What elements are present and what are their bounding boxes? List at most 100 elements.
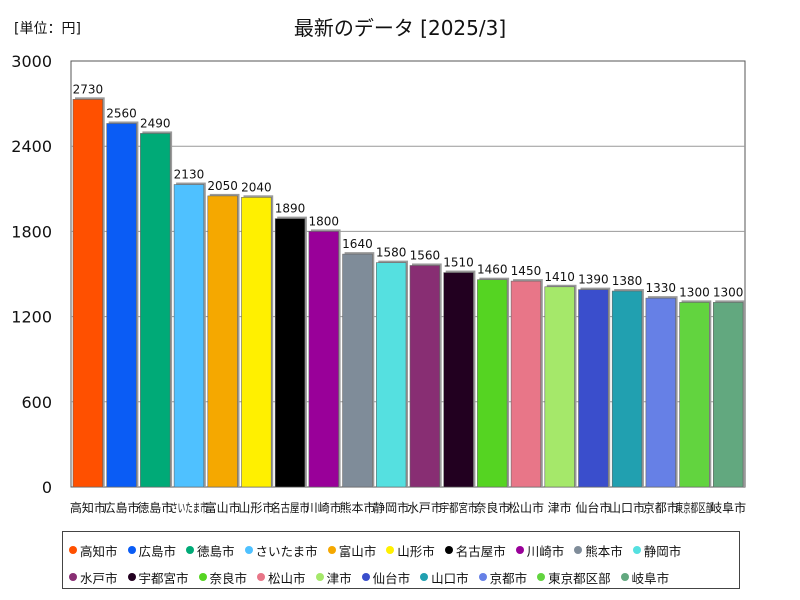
- x-tick-label: 仙台市: [575, 500, 611, 515]
- legend-item: 津市: [315, 566, 352, 588]
- data-label: 1560: [410, 248, 441, 262]
- x-tick-label: 静岡市: [373, 500, 409, 515]
- legend-swatch: [444, 546, 453, 554]
- legend-label: 徳島市: [197, 543, 235, 559]
- y-tick-label: 1200: [11, 308, 52, 327]
- legend-label: 山口市: [431, 570, 469, 586]
- bar: [544, 286, 575, 488]
- legend-swatch: [127, 573, 136, 581]
- x-tick-label: 山口市: [609, 500, 645, 515]
- legend-item: 川崎市: [515, 539, 565, 561]
- legend-label: 名古屋市: [455, 543, 506, 559]
- legend-item: 富山市: [327, 539, 377, 561]
- bar: [207, 195, 238, 488]
- legend-item: 徳島市: [186, 539, 235, 561]
- legend-label: 仙台市: [372, 570, 411, 586]
- data-label: 2490: [140, 116, 171, 130]
- legend-item: 広島市: [127, 539, 176, 561]
- legend-item: 仙台市: [361, 566, 411, 588]
- x-tick-label: 岐阜市: [710, 500, 746, 515]
- x-tick-label: 京都市: [643, 500, 679, 515]
- x-tick-label: 徳島市: [137, 500, 173, 515]
- legend-swatch: [537, 573, 546, 581]
- legend-item: 名古屋市: [444, 539, 506, 561]
- legend-item: 山口市: [420, 566, 469, 588]
- bar: [645, 297, 676, 488]
- data-label: 2560: [106, 106, 137, 120]
- x-tick-label: 宇都宮市: [440, 500, 478, 515]
- legend-item: 奈良市: [198, 566, 248, 588]
- legend-swatch: [386, 546, 395, 554]
- data-label: 1300: [679, 285, 710, 299]
- bar: [679, 302, 710, 488]
- legend-swatch: [361, 573, 370, 581]
- unit-label: [単位：円]: [14, 21, 81, 37]
- legend-swatch: [420, 573, 429, 581]
- bar: [510, 280, 542, 488]
- legend-item: 水戸市: [69, 566, 118, 588]
- legend-swatch: [315, 573, 324, 581]
- legend-swatch: [327, 546, 336, 554]
- bar: [106, 123, 137, 488]
- x-tick-label: 名古屋市: [271, 500, 309, 515]
- data-label: 1450: [511, 264, 542, 278]
- x-tick-label: 広島市: [104, 500, 140, 515]
- legend-label: 富山市: [338, 543, 377, 559]
- legend-swatch: [632, 546, 641, 554]
- bar: [409, 265, 441, 488]
- bar: [342, 253, 373, 488]
- bar: [140, 133, 171, 488]
- legend-label: 東京都区部: [548, 570, 611, 586]
- legend-label: 水戸市: [80, 570, 118, 586]
- data-label: 2130: [174, 168, 205, 182]
- legend-item: 山形市: [386, 539, 435, 561]
- legend-swatch: [198, 573, 207, 581]
- legend-item: 岐阜市: [620, 566, 669, 588]
- legend-item: さいたま市: [244, 539, 318, 561]
- data-label: 1390: [578, 273, 609, 287]
- legend-item: 高知市: [69, 539, 118, 561]
- legend-label: 松山市: [268, 570, 306, 586]
- x-tick-label: 東京都区部: [676, 500, 714, 515]
- bar: [375, 262, 407, 488]
- x-tick-label: 松山市: [508, 500, 544, 515]
- bar: [477, 279, 508, 488]
- x-tick-label: 水戸市: [407, 500, 443, 515]
- data-label: 1330: [645, 281, 676, 295]
- legend-label: 奈良市: [209, 570, 248, 586]
- y-tick-label: 3000: [11, 52, 52, 71]
- legend-swatch: [515, 546, 524, 554]
- data-label: 1410: [544, 270, 575, 284]
- legend-swatch: [186, 546, 195, 554]
- legend-label: 京都市: [489, 570, 528, 586]
- chart-title: 最新のデータ [2025/3]: [293, 16, 507, 40]
- x-tick-label: 山形市: [238, 500, 274, 515]
- legend-swatch: [257, 573, 266, 581]
- legend-swatch: [574, 546, 583, 554]
- data-label: 1580: [376, 246, 407, 260]
- legend-item: 熊本市: [574, 539, 623, 561]
- legend-label: 川崎市: [526, 543, 565, 559]
- y-tick-label: 0: [42, 478, 52, 497]
- y-tick-label: 2400: [11, 137, 52, 156]
- data-label: 1460: [477, 263, 508, 277]
- legend-label: 山形市: [397, 543, 435, 559]
- data-label: 2730: [73, 82, 104, 96]
- legend-swatch: [620, 573, 629, 581]
- data-label: 1510: [443, 256, 474, 270]
- legend-label: 津市: [326, 570, 352, 586]
- bar: [274, 218, 306, 488]
- legend-label: 熊本市: [585, 543, 623, 559]
- legend-label: 高知市: [80, 543, 118, 559]
- legend-item: 静岡市: [632, 539, 681, 561]
- legend-item: 松山市: [257, 566, 306, 588]
- legend-item: 東京都区部: [537, 566, 611, 588]
- data-label: 1890: [275, 202, 306, 216]
- legend-swatch: [69, 573, 77, 581]
- legend-swatch: [69, 546, 77, 554]
- bar-chart: 0 600 1200 1800 2400 3000 2730 高知市 2560 広島市 2490 徳島…: [11, 52, 746, 515]
- x-tick-label: 津市: [548, 500, 572, 515]
- bar: [173, 184, 205, 488]
- bar: [308, 231, 339, 488]
- data-label: 1800: [308, 214, 339, 228]
